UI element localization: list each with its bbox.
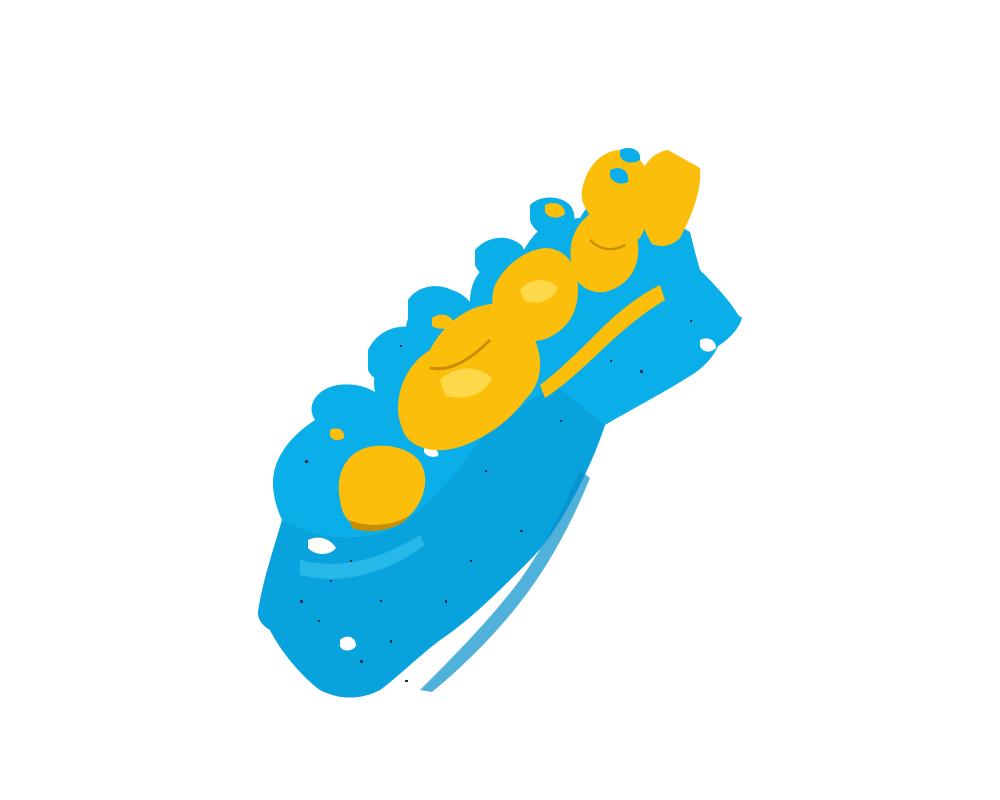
tooth-1: [338, 445, 426, 527]
scan-surface-layer: [258, 191, 742, 698]
speckle: [305, 460, 308, 463]
speckle: [400, 345, 402, 347]
overlay-patch-1: [330, 428, 345, 441]
speckle: [360, 660, 363, 663]
tooth-3-highlight: [520, 279, 558, 303]
speckle: [390, 640, 392, 643]
scan-hole-1: [308, 537, 336, 554]
tooth-1-shade: [350, 515, 410, 532]
overlay-patch-2: [432, 314, 454, 329]
overlay-patch-5: [610, 168, 629, 184]
speckle: [690, 320, 692, 322]
scan-speckles: [300, 320, 692, 682]
scan-cusp-1: [280, 436, 356, 502]
scan-fold-shadow: [420, 470, 590, 692]
scan-right-end: [649, 288, 742, 378]
speckle: [610, 360, 612, 362]
overlay-patch-4: [620, 148, 641, 163]
speckle: [405, 680, 408, 682]
scan-hole-2: [340, 636, 356, 651]
tooth-2-highlight: [440, 368, 492, 398]
speckle: [330, 580, 332, 582]
speckle: [560, 420, 562, 422]
tooth-4-groove: [589, 239, 626, 251]
speckle: [640, 370, 643, 373]
speckle: [350, 560, 352, 562]
tooth-6: [638, 150, 701, 246]
speckle: [520, 530, 523, 532]
speckle: [380, 600, 382, 602]
scan-highlight-band: [300, 535, 425, 579]
overlay-teeth-layer: [330, 148, 701, 532]
tooth-5: [581, 150, 651, 246]
tooth-2-groove: [429, 338, 492, 371]
scan-front-face-shade: [258, 385, 605, 698]
overlay-gingiva-band: [540, 285, 665, 398]
speckle: [485, 470, 487, 472]
overlay-patch-3: [545, 203, 565, 218]
speckle: [445, 600, 447, 603]
scan-hole-3: [700, 338, 716, 352]
speckle: [470, 560, 472, 562]
speckle: [318, 620, 320, 622]
speckle: [300, 600, 303, 603]
